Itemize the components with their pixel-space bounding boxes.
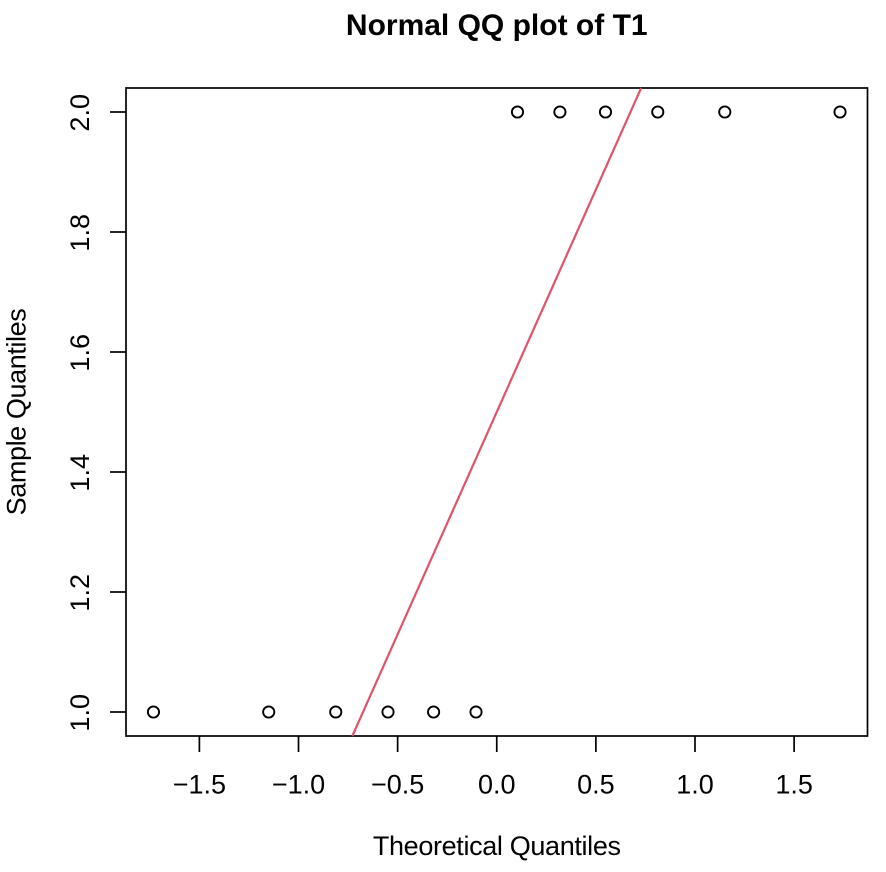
svg-text:Theoretical Quantiles: Theoretical Quantiles <box>373 831 621 861</box>
svg-text:1.6: 1.6 <box>65 334 95 372</box>
svg-text:1.5: 1.5 <box>775 770 813 800</box>
svg-text:−1.5: −1.5 <box>173 770 226 800</box>
svg-text:2.0: 2.0 <box>65 94 95 132</box>
svg-text:1.0: 1.0 <box>676 770 714 800</box>
svg-text:1.4: 1.4 <box>65 454 95 492</box>
svg-text:0.5: 0.5 <box>577 770 615 800</box>
svg-text:−0.5: −0.5 <box>371 770 424 800</box>
svg-text:Normal QQ plot of T1: Normal QQ plot of T1 <box>346 9 648 42</box>
svg-text:0.0: 0.0 <box>478 770 516 800</box>
svg-text:1.8: 1.8 <box>65 214 95 252</box>
svg-text:Sample Quantiles: Sample Quantiles <box>2 309 32 516</box>
svg-text:−1.0: −1.0 <box>272 770 325 800</box>
svg-text:1.2: 1.2 <box>65 574 95 612</box>
svg-text:1.0: 1.0 <box>65 694 95 732</box>
